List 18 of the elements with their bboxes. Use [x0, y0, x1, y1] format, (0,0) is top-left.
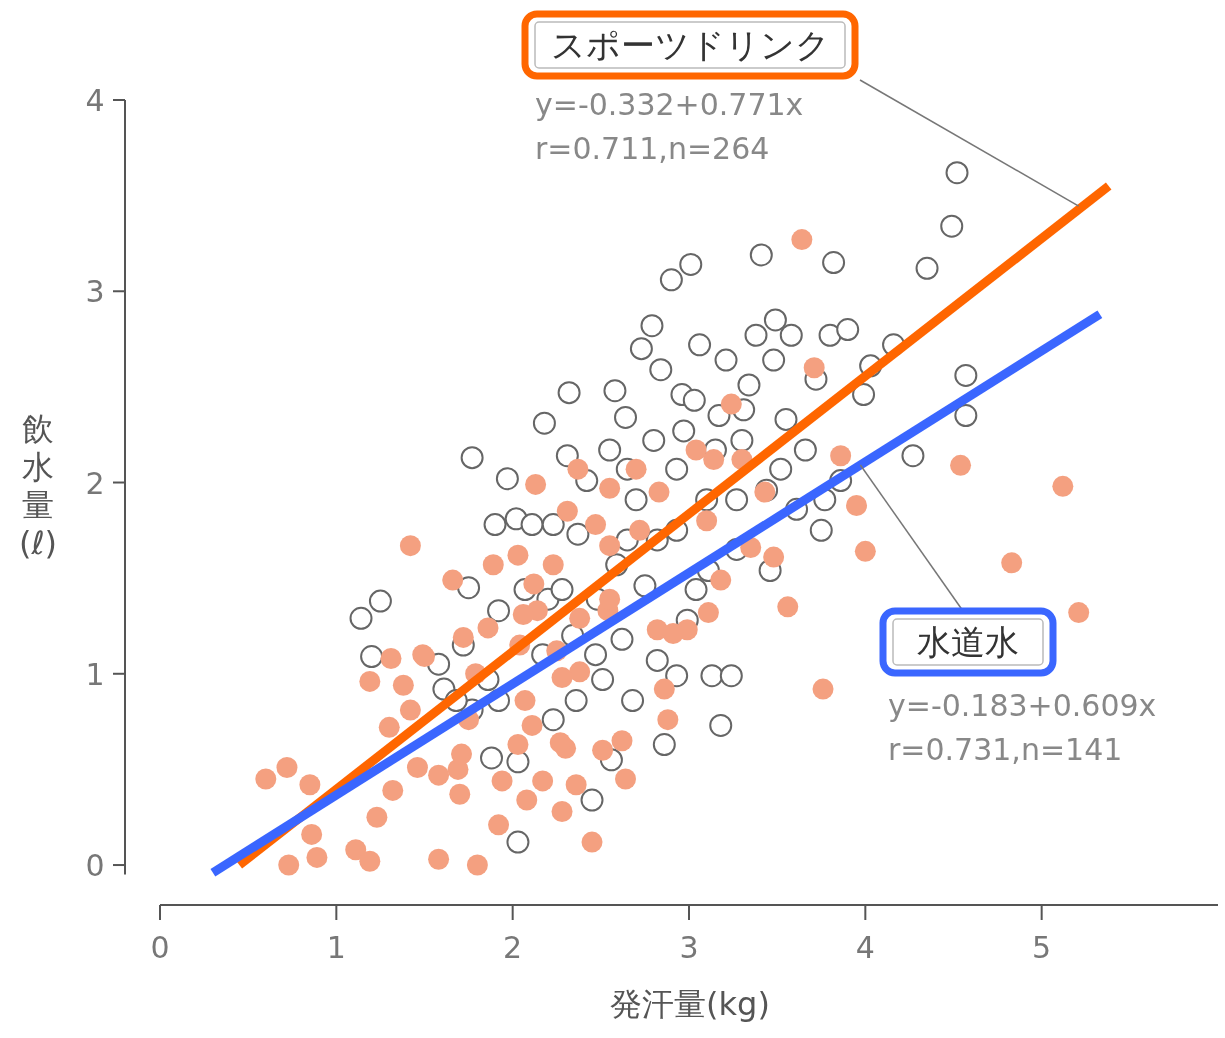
x-axis-title: 発汗量(kg): [610, 985, 770, 1023]
annotation: r=0.711,n=264: [535, 131, 770, 166]
y-tick-label: 4: [85, 83, 105, 118]
x-tick-label: 0: [150, 930, 170, 965]
x-tick-label: 5: [1032, 930, 1052, 965]
y-tick-label: 3: [85, 274, 105, 310]
annotation: r=0.731,n=141: [888, 732, 1123, 767]
x-tick-label: 2: [503, 930, 523, 965]
y-axis-title: 飲水量(ℓ): [18, 410, 58, 562]
y-tick-label: 2: [85, 465, 105, 501]
x-tick-label: 4: [855, 930, 875, 965]
annotation: y=-0.183+0.609x: [888, 688, 1157, 723]
y-tick-label: 0: [85, 848, 105, 884]
x-tick-label: 1: [326, 930, 346, 965]
y-tick-label: 1: [85, 656, 105, 692]
text: 水道水: [917, 622, 1019, 662]
annotation: y=-0.332+0.771x: [535, 87, 804, 122]
x-tick-label: 3: [679, 930, 699, 965]
